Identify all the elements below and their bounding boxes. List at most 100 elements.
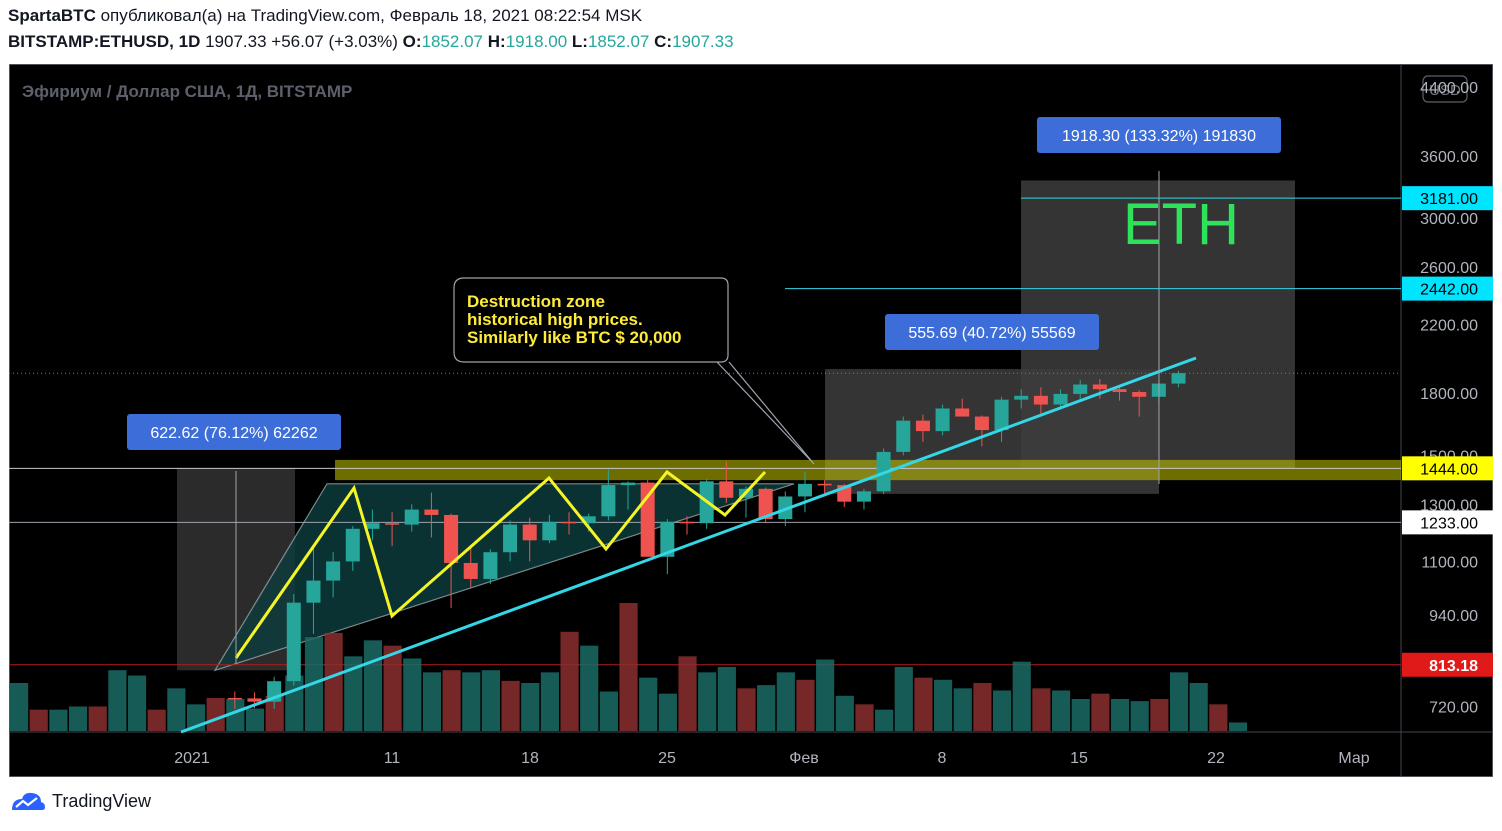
candle-body: [326, 561, 341, 581]
author-name[interactable]: SpartaBTC: [8, 6, 96, 25]
price-level-badge-label: 1233.00: [1420, 515, 1478, 532]
price-tick-label: 3600.00: [1420, 149, 1478, 166]
price-tick-label: 1100.00: [1421, 554, 1478, 571]
candle-body: [660, 521, 675, 557]
price-tick-label: 2600.00: [1420, 260, 1478, 277]
volume-bar: [422, 672, 442, 731]
volume-bar: [973, 683, 992, 731]
last-price: 1907.33: [205, 32, 267, 51]
volume-bar: [462, 672, 481, 731]
open-value: 1852.07: [421, 32, 484, 51]
candle-body: [542, 521, 557, 541]
volume-bar: [49, 709, 68, 731]
callout-line: Similarly like BTC $ 20,000: [467, 328, 682, 347]
time-tick-label: 22: [1207, 750, 1225, 767]
volume-bar: [324, 632, 343, 731]
publish-info: SpartaBTC опубликовал(а) на TradingView.…: [8, 6, 642, 26]
candle-body: [306, 580, 321, 603]
candle-body: [522, 524, 537, 541]
volume-bar: [894, 667, 913, 731]
volume-bars: [10, 603, 1248, 731]
volume-bar: [796, 679, 815, 731]
volume-bar: [1209, 704, 1228, 731]
time-tick-label: 11: [384, 750, 401, 767]
chart-title: Эфириум / Доллар США, 1Д, BITSTAMP: [22, 82, 352, 101]
volume-bar: [442, 670, 461, 731]
time-tick-label: 2021: [174, 750, 210, 767]
candle-body: [935, 408, 950, 432]
measure-box: [885, 314, 1099, 350]
price-change: +56.07 (+3.03%): [271, 32, 398, 51]
volume-bar: [717, 667, 736, 731]
candle-body: [345, 528, 360, 562]
time-tick-label: 8: [938, 750, 947, 767]
measure-box: [1037, 117, 1281, 153]
candle-body: [227, 697, 242, 700]
volume-bar: [1169, 672, 1189, 731]
measure-box: [127, 414, 341, 450]
volume-bar: [737, 688, 756, 731]
candle-body: [1132, 392, 1147, 397]
callout-bubble: [453, 277, 729, 363]
candle-body: [640, 482, 655, 557]
resistance-zone: [335, 459, 1401, 481]
measure-box-label: 622.62 (76.12%) 62262: [150, 425, 317, 442]
candle-body: [758, 488, 773, 520]
volume-bar: [1189, 683, 1208, 731]
currency-badge-label: USD: [1429, 82, 1461, 99]
candle-body: [896, 420, 911, 452]
price-level-badge: [1402, 510, 1493, 535]
candle-body: [1053, 393, 1068, 405]
volume-bar: [540, 672, 559, 731]
price-chart[interactable]: Эфириум / Доллар США, 1Д, BITSTAMP USD 6…: [9, 64, 1493, 777]
candle-body: [503, 524, 518, 553]
candle-body: [424, 509, 439, 515]
volume-bar: [206, 697, 225, 731]
open-label: O:: [402, 32, 422, 51]
volume-bar: [639, 677, 658, 731]
zigzag-pattern: [234, 469, 767, 659]
measure-box-label: 1918.30 (133.32%) 191830: [1062, 128, 1256, 145]
candle-body: [1014, 395, 1029, 400]
high-label: H:: [487, 32, 506, 51]
low-label: L:: [571, 32, 588, 51]
volume-bar: [599, 691, 618, 731]
published-text: опубликовал(а) на TradingView.com, Февра…: [100, 6, 643, 25]
ascending-trendline: [180, 356, 1197, 734]
price-level-badge: [1402, 652, 1493, 677]
volume-bar: [678, 656, 697, 731]
candle-body: [974, 416, 989, 431]
price-level-badge-label: 813.18: [1429, 658, 1478, 675]
candle-body: [955, 408, 970, 417]
symbol-name: BITSTAMP:ETHUSD, 1D: [8, 32, 201, 51]
price-tick-label: 1300.00: [1420, 497, 1478, 514]
volume-bar: [953, 688, 972, 731]
volume-bar: [521, 683, 540, 731]
volume-bar: [1012, 661, 1031, 731]
price-tick-label: 720.00: [1429, 699, 1478, 716]
volume-bar: [698, 672, 717, 731]
volume-bar: [855, 704, 874, 731]
candle-body: [444, 514, 459, 563]
volume-bar: [383, 645, 402, 731]
volume-bar: [1110, 699, 1130, 731]
candle-body: [994, 399, 1009, 431]
volume-bar: [226, 699, 245, 731]
high-value: 1918.00: [505, 32, 568, 51]
candle-body: [797, 483, 812, 497]
tradingview-footer[interactable]: TradingView: [8, 790, 151, 812]
volume-bar: [875, 709, 894, 731]
low-value: 1852.07: [587, 32, 650, 51]
candles: [227, 370, 1186, 709]
volume-bar: [1150, 699, 1169, 731]
candle-body: [1092, 384, 1107, 390]
volume-bar: [914, 677, 933, 731]
close-label: C:: [654, 32, 673, 51]
price-tick-label: 1800.00: [1420, 386, 1478, 403]
candle-body: [1073, 384, 1088, 394]
volume-bar: [1091, 693, 1110, 731]
volume-bar: [658, 693, 677, 731]
currency-badge[interactable]: [1422, 75, 1468, 103]
candle-body: [562, 521, 577, 524]
candle-body: [680, 521, 694, 524]
